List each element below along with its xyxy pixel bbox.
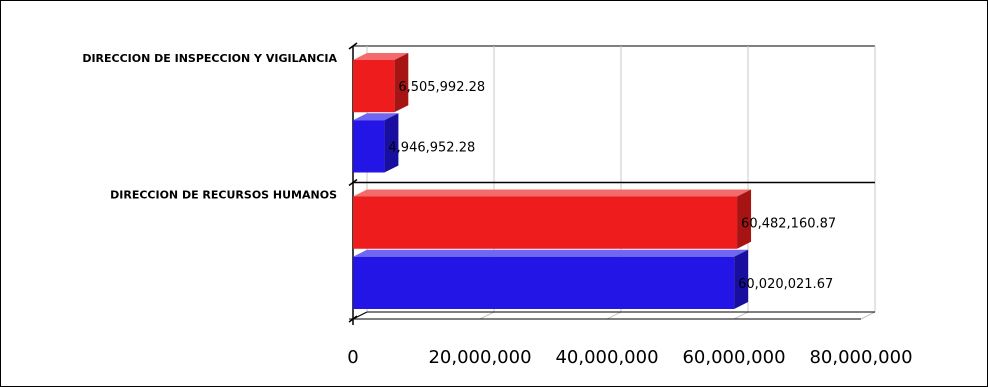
y-tick: [348, 178, 358, 187]
bar-top-face: [353, 113, 399, 121]
x-tick-label: 80,000,000: [809, 347, 912, 368]
bar-side-face: [737, 189, 752, 249]
bar-side-face: [734, 249, 749, 309]
bar: [353, 256, 735, 309]
bar: [353, 120, 385, 173]
y-tick: [348, 315, 358, 323]
bar-side-face: [384, 113, 399, 173]
grid-floor-line: [479, 311, 495, 320]
bar-top-face: [353, 189, 752, 197]
data-label: 60,482,160.87: [741, 217, 836, 232]
category-label: DIRECCION DE INSPECCION Y VIGILANCIA: [82, 52, 337, 65]
grid-floor-line: [860, 311, 876, 320]
grid-floor-line: [733, 311, 749, 320]
bar: [353, 60, 395, 113]
data-label: 6,505,992.28: [398, 80, 485, 95]
x-tick-label: 40,000,000: [555, 347, 658, 368]
bar: [353, 196, 738, 249]
data-label: 4,946,952.28: [388, 140, 475, 155]
bar-top-face: [353, 53, 409, 60]
bar-top-face: [353, 249, 749, 257]
grid-floor-line: [606, 311, 622, 320]
category-label: DIRECCION DE RECURSOS HUMANOS: [110, 189, 337, 202]
bar-side-face: [394, 53, 409, 113]
y-tick: [348, 42, 358, 50]
x-tick-label: 60,000,000: [682, 347, 785, 368]
data-label: 60,020,021.67: [738, 277, 833, 292]
x-tick-label: 20,000,000: [428, 347, 531, 368]
x-tick-label: 0: [347, 347, 358, 368]
